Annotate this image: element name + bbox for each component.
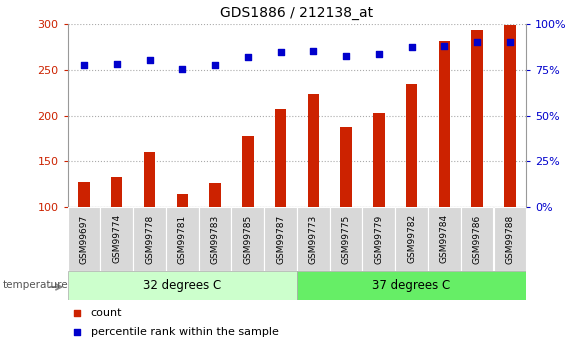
- Text: GSM99775: GSM99775: [342, 214, 350, 264]
- Point: [72, 330, 82, 335]
- Title: GDS1886 / 212138_at: GDS1886 / 212138_at: [220, 6, 373, 20]
- Point: [145, 57, 154, 62]
- Bar: [68, 271, 297, 300]
- Point: [276, 50, 285, 55]
- Bar: [461, 207, 493, 271]
- Bar: [78, 182, 90, 207]
- Text: GSM99787: GSM99787: [276, 214, 285, 264]
- Bar: [275, 109, 286, 207]
- Bar: [406, 85, 417, 207]
- Bar: [373, 113, 385, 207]
- Bar: [144, 152, 155, 207]
- Text: GSM99783: GSM99783: [211, 214, 219, 264]
- Point: [407, 44, 416, 50]
- Bar: [439, 41, 450, 207]
- Text: GSM99773: GSM99773: [309, 214, 318, 264]
- Bar: [68, 207, 101, 271]
- Point: [178, 66, 187, 72]
- Point: [374, 51, 383, 57]
- Text: GSM99782: GSM99782: [407, 214, 416, 264]
- Point: [342, 53, 351, 59]
- Bar: [232, 207, 264, 271]
- Point: [112, 62, 122, 67]
- Bar: [493, 207, 526, 271]
- Bar: [166, 207, 199, 271]
- Point: [440, 43, 449, 49]
- Text: 32 degrees C: 32 degrees C: [143, 279, 222, 292]
- Text: GSM99785: GSM99785: [243, 214, 252, 264]
- Bar: [199, 207, 232, 271]
- Bar: [297, 271, 526, 300]
- Text: GSM99774: GSM99774: [112, 214, 121, 264]
- Bar: [101, 207, 133, 271]
- Bar: [209, 183, 220, 207]
- Text: GSM99779: GSM99779: [375, 214, 383, 264]
- Text: GSM99697: GSM99697: [79, 214, 89, 264]
- Bar: [297, 207, 330, 271]
- Bar: [428, 207, 461, 271]
- Point: [211, 62, 220, 68]
- Bar: [340, 127, 352, 207]
- Text: count: count: [91, 308, 122, 318]
- Bar: [264, 207, 297, 271]
- Point: [72, 310, 82, 315]
- Bar: [176, 194, 188, 207]
- Bar: [395, 207, 428, 271]
- Point: [505, 40, 514, 45]
- Text: 37 degrees C: 37 degrees C: [372, 279, 451, 292]
- Text: GSM99781: GSM99781: [178, 214, 187, 264]
- Text: percentile rank within the sample: percentile rank within the sample: [91, 327, 279, 337]
- Bar: [504, 25, 516, 207]
- Bar: [362, 207, 395, 271]
- Point: [472, 40, 482, 45]
- Text: GSM99778: GSM99778: [145, 214, 154, 264]
- Bar: [242, 136, 253, 207]
- Bar: [111, 177, 122, 207]
- Text: GSM99788: GSM99788: [505, 214, 514, 264]
- Text: GSM99786: GSM99786: [473, 214, 482, 264]
- Bar: [472, 30, 483, 207]
- Text: GSM99784: GSM99784: [440, 214, 449, 264]
- Point: [79, 62, 89, 68]
- Bar: [330, 207, 362, 271]
- Bar: [308, 93, 319, 207]
- Point: [309, 48, 318, 53]
- Point: [243, 54, 252, 60]
- Bar: [133, 207, 166, 271]
- Text: temperature: temperature: [3, 280, 69, 290]
